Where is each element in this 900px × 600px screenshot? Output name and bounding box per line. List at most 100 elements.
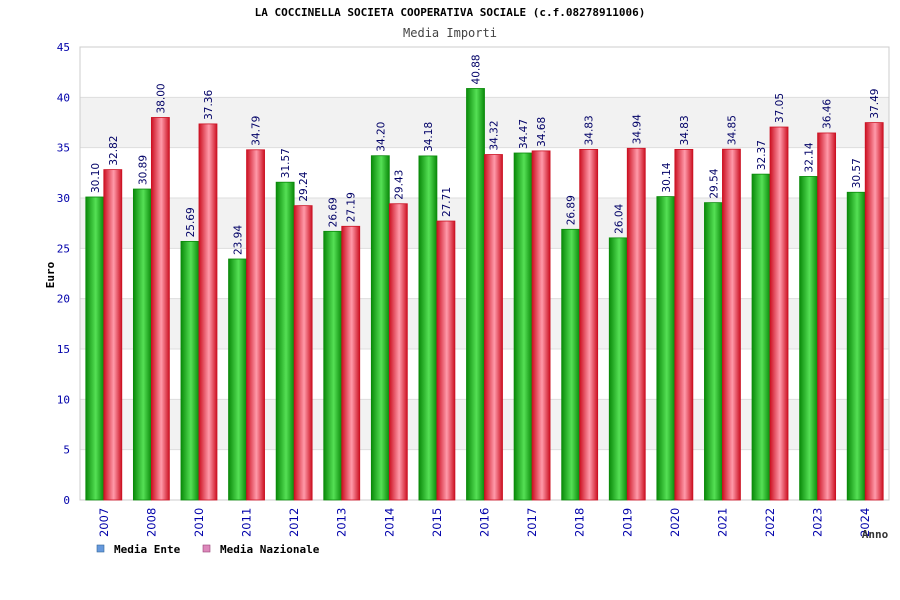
x-tick-label: 2024 [858, 508, 872, 537]
x-tick-label: 2015 [430, 508, 444, 537]
data-label-ente: 29.54 [708, 168, 720, 198]
bar-ente [466, 88, 485, 501]
x-tick-label: 2007 [97, 508, 111, 537]
legend-label-ente: Media Ente [114, 543, 181, 556]
legend: Media Ente Media Nazionale [96, 543, 320, 556]
legend-label-nazionale: Media Nazionale [220, 543, 320, 556]
x-tick-label: 2023 [811, 508, 825, 537]
bar-nazionale [674, 148, 694, 501]
data-label-ente: 34.20 [375, 122, 387, 152]
x-tick-label: 2016 [478, 508, 492, 537]
data-label-nazionale: 29.24 [298, 171, 310, 201]
x-tick-label: 2010 [192, 508, 206, 537]
data-label-nazionale: 34.94 [631, 114, 643, 144]
y-tick-label: 10 [57, 393, 70, 406]
data-label-nazionale: 34.32 [489, 120, 501, 150]
bar-ente [561, 228, 581, 501]
y-tick-label: 20 [57, 293, 70, 306]
bar-ente [846, 191, 866, 501]
data-label-ente: 26.04 [613, 203, 625, 233]
bar-ente [370, 155, 390, 501]
data-label-ente: 32.37 [756, 140, 768, 170]
bar-ente [180, 240, 200, 501]
data-label-ente: 30.10 [90, 163, 102, 193]
y-tick-label: 5 [63, 444, 70, 457]
bar-ente [656, 196, 676, 501]
bar-nazionale [388, 203, 408, 501]
data-label-ente: 34.18 [423, 122, 435, 152]
data-label-ente: 40.88 [471, 54, 483, 84]
data-label-nazionale: 34.68 [536, 117, 548, 147]
x-tick-label: 2014 [382, 508, 396, 537]
data-label-nazionale: 27.19 [346, 192, 358, 222]
x-tick-label: 2013 [335, 508, 349, 537]
bar-nazionale [626, 147, 646, 501]
bar-nazionale [341, 225, 361, 501]
bar-nazionale [531, 150, 551, 501]
x-tick-label: 2020 [668, 508, 682, 537]
bar-nazionale [722, 148, 741, 501]
data-label-ente: 30.89 [137, 155, 149, 185]
x-tick-label: 2022 [763, 508, 777, 537]
data-label-ente: 26.69 [328, 197, 340, 227]
data-label-ente: 26.89 [566, 195, 578, 225]
legend-swatch-nazionale [202, 544, 211, 553]
chart-subtitle: Media Importi [403, 26, 497, 40]
bar-nazionale [769, 126, 789, 501]
data-label-ente: 32.14 [804, 142, 816, 172]
bar-ente [608, 237, 628, 501]
y-axis-label: Euro [44, 261, 57, 288]
data-label-nazionale: 34.83 [584, 115, 596, 145]
data-label-ente: 25.69 [185, 207, 197, 237]
data-label-ente: 30.57 [851, 158, 863, 188]
bars: 30.10 32.82 30.89 38.00 25.69 37.36 23.94 34.79… [85, 54, 884, 501]
y-tick-label: 35 [57, 142, 70, 155]
x-tick-label: 2019 [620, 508, 634, 537]
data-label-nazionale: 32.82 [108, 136, 120, 166]
y-tick-label: 45 [57, 41, 70, 54]
data-label-nazionale: 37.49 [869, 89, 881, 119]
data-label-ente: 31.57 [280, 148, 292, 178]
x-axis-label: Anno [862, 528, 889, 541]
bar-ente [751, 173, 771, 501]
data-label-nazionale: 37.36 [203, 90, 215, 120]
bar-nazionale [293, 205, 313, 501]
data-label-nazionale: 29.43 [393, 170, 405, 200]
bar-nazionale [198, 123, 218, 501]
chart-title: LA COCCINELLA SOCIETA COOPERATIVA SOCIAL… [255, 6, 646, 19]
bar-nazionale [436, 220, 456, 501]
legend-swatch-ente [96, 544, 105, 553]
bar-ente [323, 230, 343, 501]
data-label-ente: 30.14 [661, 162, 673, 192]
bar-ente [799, 176, 819, 501]
bar-nazionale [246, 149, 265, 501]
bar-nazionale [103, 169, 123, 501]
y-tick-label: 15 [57, 343, 70, 356]
x-tick-label: 2008 [144, 508, 158, 537]
data-label-nazionale: 34.83 [679, 115, 691, 145]
legend-item-nazionale: Media Nazionale [202, 543, 320, 556]
x-tick-label: 2017 [525, 508, 539, 537]
bar-nazionale [864, 122, 884, 501]
data-label-nazionale: 34.79 [251, 116, 263, 146]
data-label-nazionale: 27.71 [441, 187, 453, 217]
bar-ente [275, 181, 295, 501]
data-label-ente: 34.47 [518, 119, 530, 149]
data-label-nazionale: 37.05 [774, 93, 786, 123]
bar-nazionale [150, 117, 170, 501]
legend-item-ente: Media Ente [96, 543, 181, 556]
bar-ente [704, 202, 723, 501]
bar-ente [228, 258, 247, 501]
data-label-nazionale: 36.46 [822, 99, 834, 129]
x-tick-label: 2021 [715, 508, 729, 537]
bar-nazionale [484, 154, 503, 501]
x-tick-label: 2011 [240, 508, 254, 537]
bar-ente [132, 188, 152, 501]
data-label-nazionale: 34.85 [726, 115, 738, 145]
bar-nazionale [579, 148, 599, 501]
bar-ente [513, 152, 533, 501]
y-axis-ticks: 0 5 10 15 20 25 30 35 40 45 [57, 41, 70, 507]
y-tick-label: 25 [57, 242, 70, 255]
x-tick-label: 2012 [287, 508, 301, 537]
